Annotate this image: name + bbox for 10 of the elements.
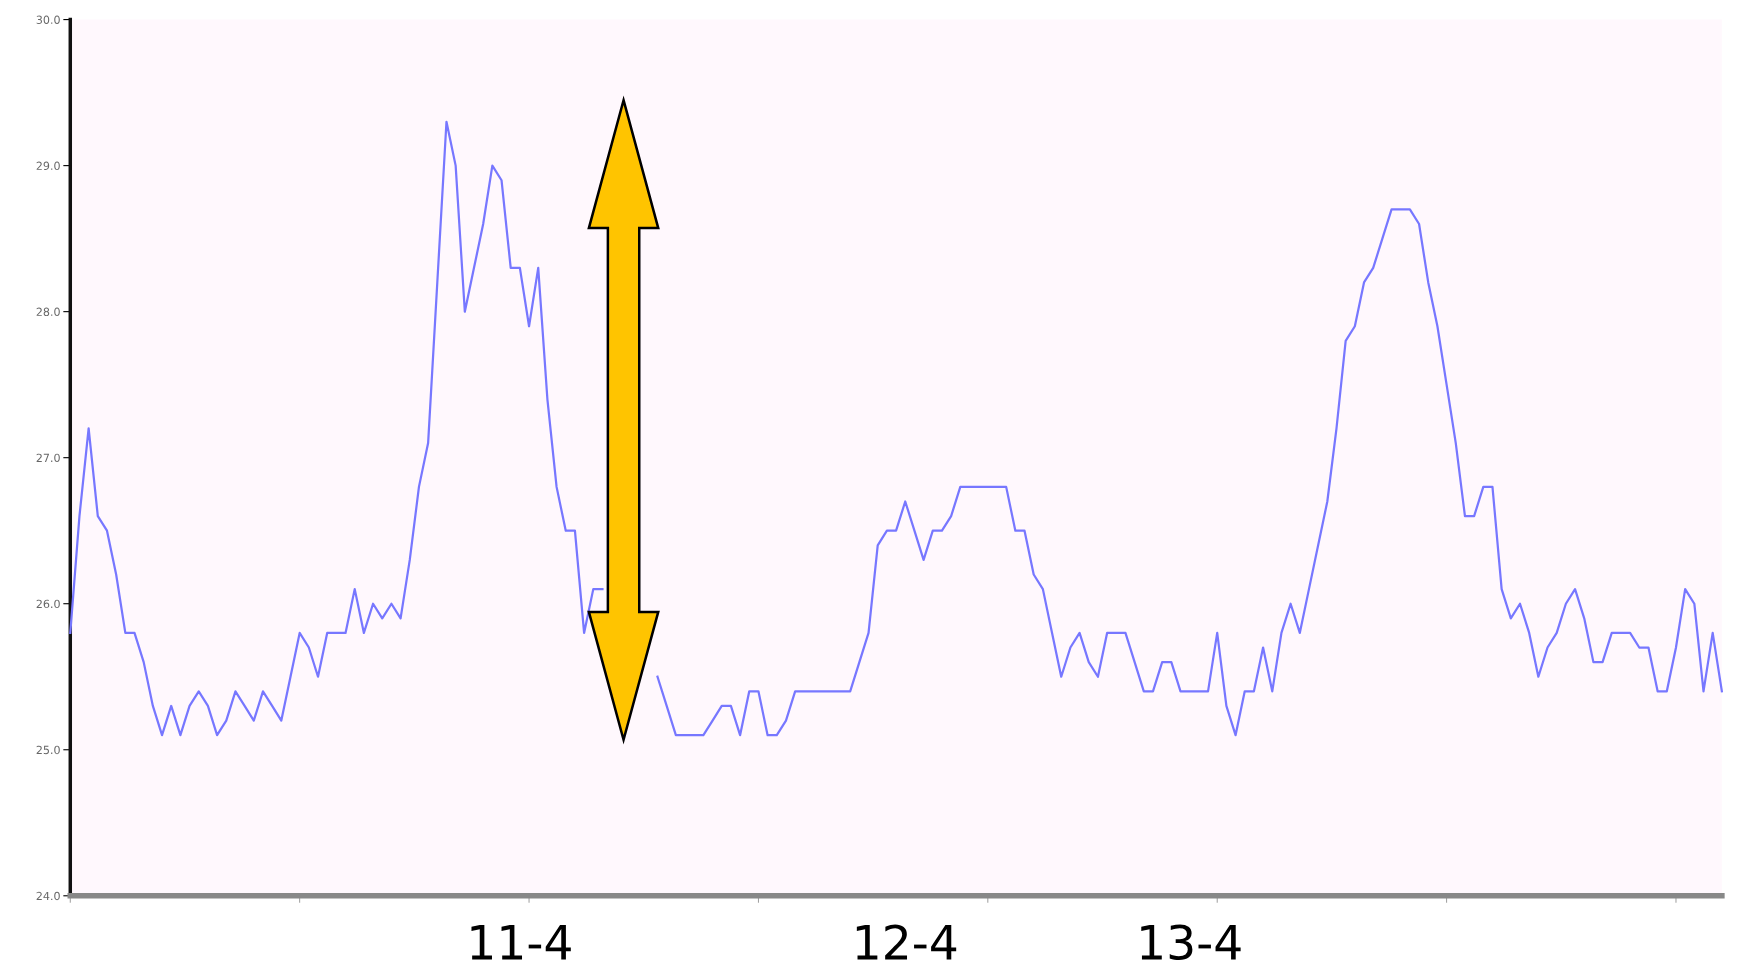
y-tick-label: 26.0: [36, 599, 60, 609]
x-tick-label: 11-4: [471, 925, 571, 960]
y-tick-label: 29.0: [36, 161, 60, 170]
x-tick-label: 12-4: [856, 924, 957, 960]
x-tick-label: 13-4: [1141, 924, 1241, 961]
y-tick-label: 30.0: [36, 15, 60, 24]
y-tick-label: 24.0: [36, 891, 60, 901]
y-tick-label: 25.0: [36, 745, 60, 755]
y-tick-label: 27.0: [36, 453, 60, 463]
y-tick-label: 28.0: [36, 307, 60, 317]
